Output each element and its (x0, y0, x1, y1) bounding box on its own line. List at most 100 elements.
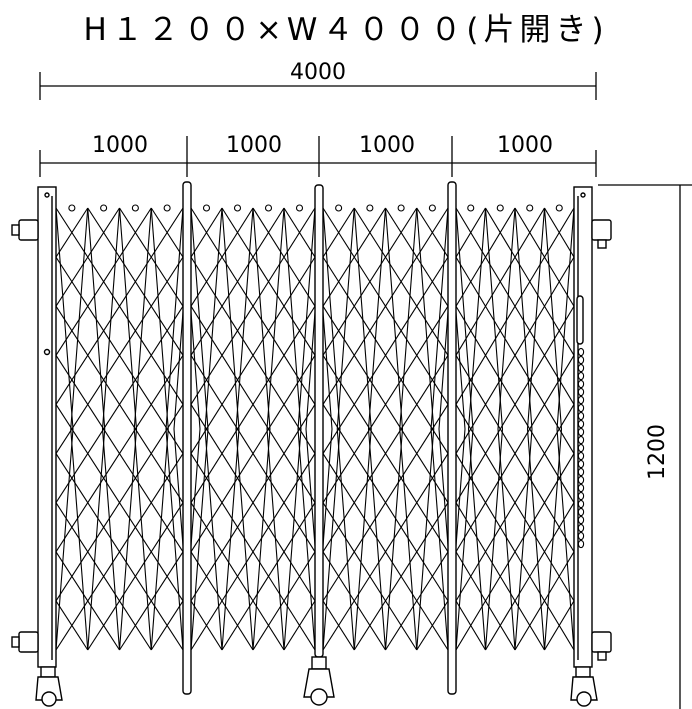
scissor-link (87, 207, 106, 651)
scissor-link (556, 207, 575, 651)
scissor-link (322, 256, 355, 307)
scissor-link (150, 207, 169, 651)
scissor-link (455, 355, 486, 405)
scissor-link (221, 404, 254, 454)
scissor-link (353, 207, 386, 258)
scissor-link (283, 453, 316, 503)
left-post-bolt-top (44, 192, 50, 198)
scissor-link (87, 355, 120, 405)
scissor-link (497, 207, 516, 651)
scissor-link (385, 600, 418, 651)
chain-link (577, 443, 585, 453)
lock-chain (577, 347, 585, 549)
scissor-link (485, 256, 516, 307)
scissor-link (283, 207, 316, 258)
scissor-link (190, 207, 223, 258)
scissor-link (87, 453, 120, 503)
right-post-slot (576, 295, 584, 345)
scissor-link (55, 207, 74, 651)
scissor-link (514, 256, 545, 307)
scissor-link (190, 256, 223, 307)
scissor-link (416, 453, 449, 503)
pivot-pin (131, 204, 139, 212)
scissor-link (455, 305, 486, 356)
scissor-link (353, 207, 372, 651)
chain-link (577, 411, 585, 421)
scissor-link (322, 404, 355, 454)
scissor-link (55, 453, 89, 503)
scissor-link (514, 305, 545, 356)
scissor-link (252, 502, 285, 553)
drawing-title: H１２００×W４０００(片開き) (83, 12, 608, 48)
divider-post-3 (447, 181, 457, 695)
segment-label-3: 1000 (359, 133, 415, 158)
scissor-link (190, 355, 223, 405)
scissor-link (119, 305, 152, 356)
scissor-link (385, 256, 418, 307)
scissor-link (150, 404, 184, 454)
caster-left-bracket (40, 666, 56, 678)
scissor-link (455, 453, 486, 503)
scissor-link (353, 551, 386, 602)
divider-post-1 (182, 181, 192, 695)
left-wall-bracket-top-knob (11, 224, 20, 236)
scissor-link (322, 502, 355, 553)
scissor-link (252, 256, 285, 307)
scissor-link (385, 305, 418, 356)
scissor-link (544, 502, 575, 553)
chain-link (577, 363, 585, 373)
caster-center-bracket (311, 656, 327, 670)
scissor-link (221, 207, 254, 258)
pivot-pin (428, 204, 436, 212)
right-wall-bracket-bottom (591, 631, 612, 653)
scissor-link (385, 453, 418, 503)
scissor-link (385, 502, 418, 553)
scissor-link (544, 404, 575, 454)
caster-left (35, 666, 63, 707)
scissor-link (252, 207, 285, 258)
scissor-link (87, 305, 120, 356)
scissor-link (455, 551, 486, 602)
segment-label-1: 1000 (92, 133, 148, 158)
scissor-link (297, 207, 316, 651)
scissor-link (190, 404, 223, 454)
scissor-link (416, 551, 449, 602)
pivot-pin (496, 204, 504, 212)
scissor-link (221, 207, 240, 651)
scissor-link (544, 355, 575, 405)
scissor-link (455, 404, 486, 454)
overall-width-dimension (39, 72, 597, 100)
scissor-link (87, 502, 120, 553)
scissor-link (526, 207, 546, 651)
scissor-link (544, 256, 575, 307)
scissor-link (190, 600, 223, 651)
scissor-link (55, 207, 89, 258)
scissor-link (485, 551, 516, 602)
left-post-bolt-mid (43, 348, 51, 356)
scissor-link (235, 207, 254, 651)
scissor-link (87, 404, 120, 454)
scissor-link (385, 404, 418, 454)
scissor-link (252, 453, 285, 503)
pivot-pin (233, 204, 242, 212)
segment-label-2: 1000 (226, 133, 282, 158)
scissor-link (150, 502, 184, 553)
scissor-link (70, 207, 89, 651)
scissor-link (353, 256, 386, 307)
scissor-link (322, 600, 355, 651)
scissor-link (204, 207, 223, 651)
scissor-link (55, 305, 89, 356)
gate-frame (11, 181, 612, 695)
overall-width-label: 4000 (290, 60, 346, 85)
chain-link (577, 355, 585, 365)
pivot-pin (366, 204, 374, 212)
scissor-link (322, 355, 355, 405)
scissor-link (485, 404, 516, 454)
scissor-link (190, 502, 223, 553)
caster-right-bracket (575, 666, 591, 678)
scissor-link (544, 305, 575, 356)
scissor-link (119, 207, 152, 258)
scissor-link (455, 502, 486, 553)
right-post-bolt-top (580, 192, 586, 198)
right-wall-bracket-top-knob (597, 239, 607, 249)
